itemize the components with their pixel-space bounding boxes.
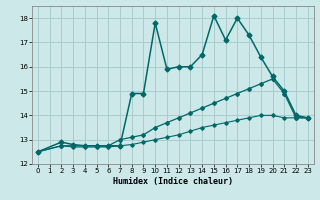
X-axis label: Humidex (Indice chaleur): Humidex (Indice chaleur) [113,177,233,186]
